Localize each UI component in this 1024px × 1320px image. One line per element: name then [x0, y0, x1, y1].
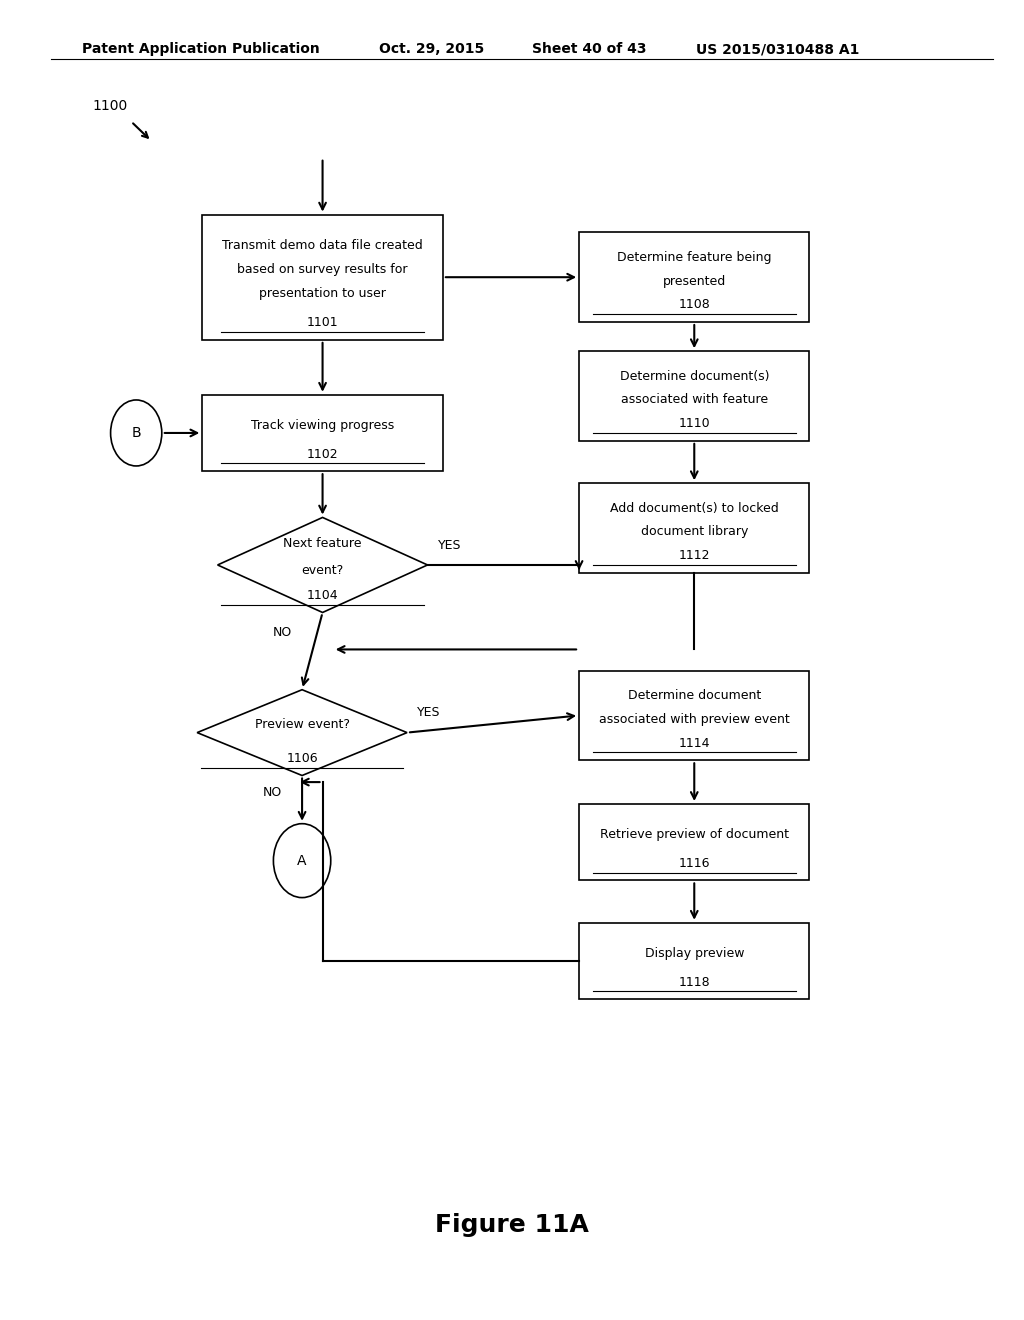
FancyBboxPatch shape [203, 214, 442, 339]
Text: 1114: 1114 [679, 737, 710, 750]
Text: Determine document: Determine document [628, 689, 761, 702]
Text: event?: event? [301, 564, 344, 577]
Text: YES: YES [438, 539, 461, 552]
Text: associated with preview event: associated with preview event [599, 713, 790, 726]
Text: 1110: 1110 [679, 417, 710, 430]
Text: 1101: 1101 [307, 317, 338, 329]
Text: presented: presented [663, 275, 726, 288]
Text: Transmit demo data file created: Transmit demo data file created [222, 239, 423, 252]
Text: Patent Application Publication: Patent Application Publication [82, 42, 319, 57]
Text: 1108: 1108 [678, 298, 711, 312]
Text: presentation to user: presentation to user [259, 286, 386, 300]
Text: Add document(s) to locked: Add document(s) to locked [610, 502, 778, 515]
Text: based on survey results for: based on survey results for [238, 263, 408, 276]
Text: Preview event?: Preview event? [255, 718, 349, 731]
Text: 1106: 1106 [287, 752, 317, 764]
Text: B: B [131, 426, 141, 440]
Text: NO: NO [262, 787, 282, 799]
Text: Track viewing progress: Track viewing progress [251, 418, 394, 432]
FancyBboxPatch shape [580, 671, 809, 760]
FancyBboxPatch shape [580, 483, 809, 573]
Text: Sheet 40 of 43: Sheet 40 of 43 [532, 42, 647, 57]
Text: NO: NO [272, 626, 292, 639]
Text: 1112: 1112 [679, 549, 710, 562]
Text: Next feature: Next feature [284, 537, 361, 550]
Text: associated with feature: associated with feature [621, 393, 768, 407]
Text: Figure 11A: Figure 11A [435, 1213, 589, 1237]
Text: US 2015/0310488 A1: US 2015/0310488 A1 [696, 42, 860, 57]
FancyBboxPatch shape [203, 395, 442, 471]
Text: document library: document library [641, 525, 748, 539]
Text: Determine feature being: Determine feature being [617, 251, 771, 264]
Text: 1104: 1104 [307, 589, 338, 602]
Text: A: A [297, 854, 307, 867]
FancyBboxPatch shape [580, 923, 809, 999]
FancyBboxPatch shape [580, 351, 809, 441]
FancyBboxPatch shape [580, 804, 809, 880]
Text: Retrieve preview of document: Retrieve preview of document [600, 828, 788, 841]
Text: 1118: 1118 [679, 975, 710, 989]
Text: 1100: 1100 [92, 99, 127, 114]
Text: 1116: 1116 [679, 857, 710, 870]
Text: YES: YES [418, 706, 440, 719]
Text: 1102: 1102 [307, 447, 338, 461]
Text: Oct. 29, 2015: Oct. 29, 2015 [379, 42, 484, 57]
Text: Determine document(s): Determine document(s) [620, 370, 769, 383]
FancyBboxPatch shape [580, 232, 809, 322]
Text: Display preview: Display preview [644, 946, 744, 960]
